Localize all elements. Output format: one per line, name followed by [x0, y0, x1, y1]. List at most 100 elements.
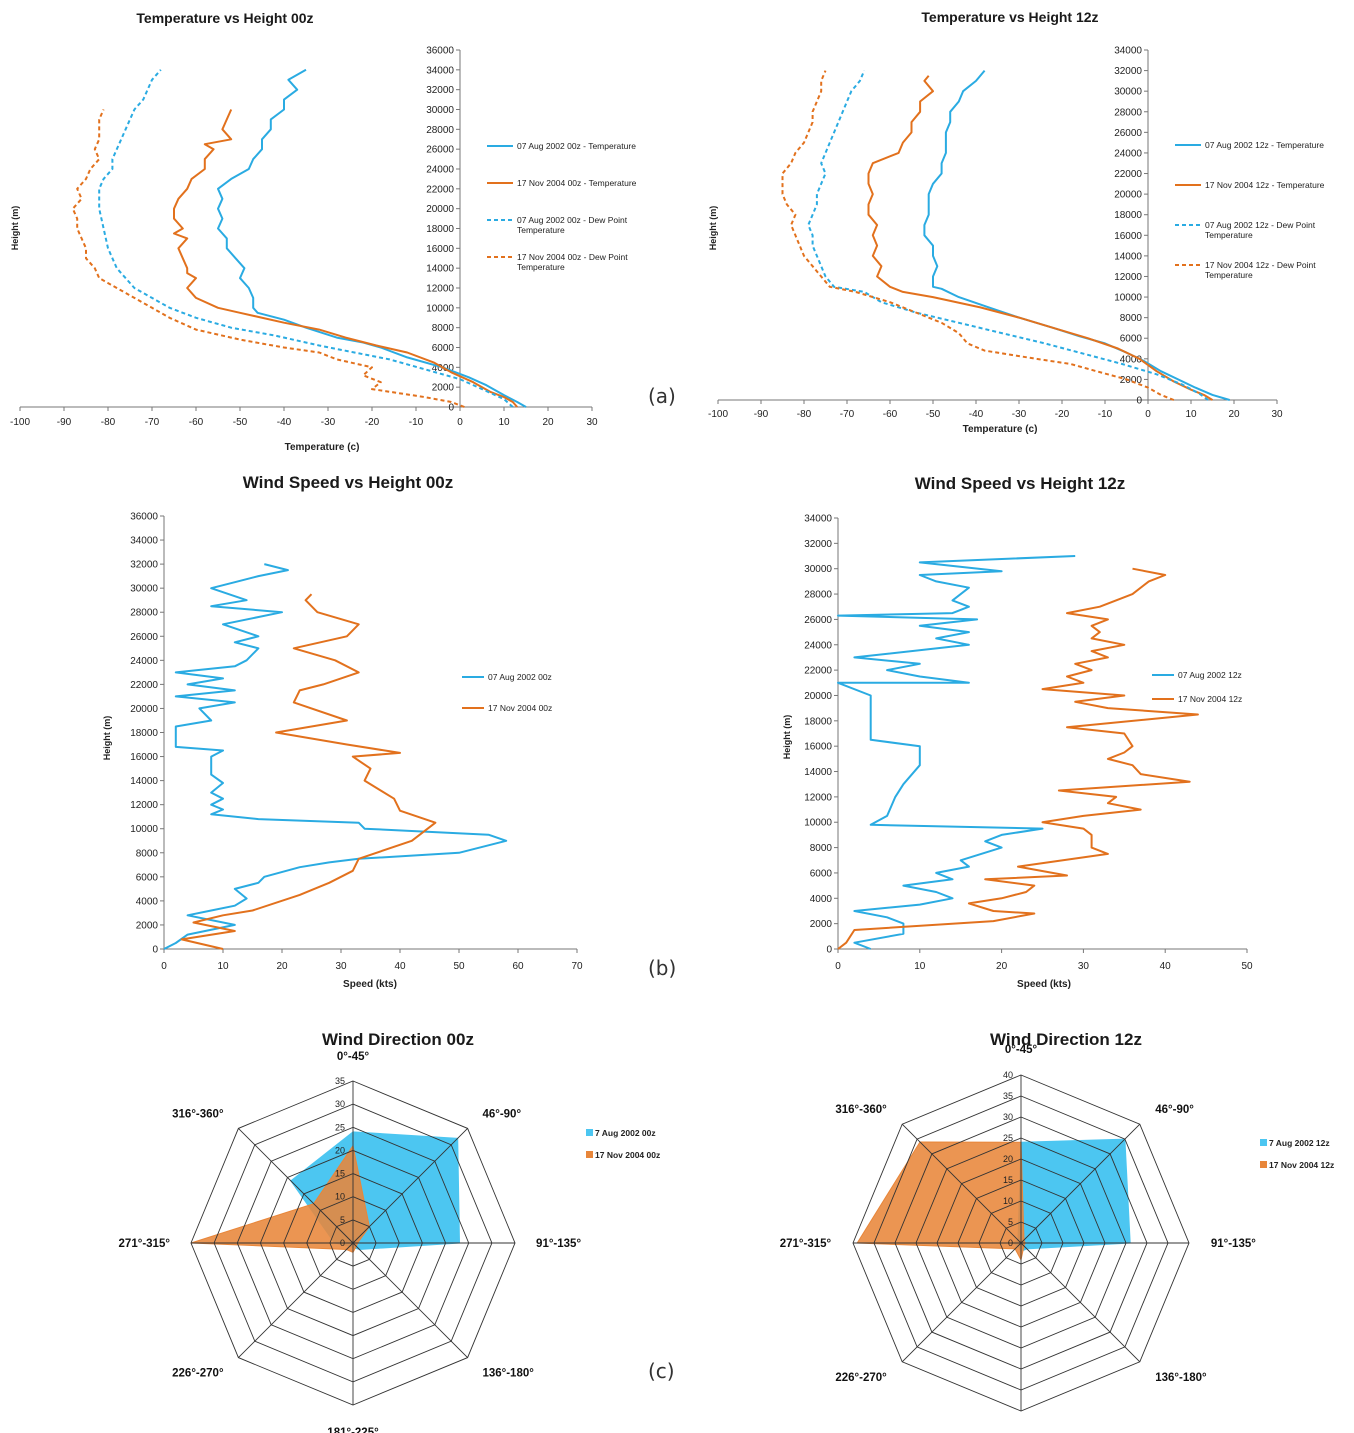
- x-tick-label: -100: [10, 417, 30, 428]
- radar-category-label: 0°-45°: [337, 1051, 370, 1063]
- chart-title: Wind Direction 00z: [322, 1030, 474, 1049]
- radar-category-label: 226°-270°: [172, 1367, 224, 1379]
- y-tick-label: 10000: [130, 824, 158, 835]
- x-tick-label: 60: [512, 961, 524, 972]
- y-tick-label: 28000: [426, 125, 454, 136]
- x-tick-label: -90: [57, 417, 72, 428]
- radar-category-label: 226°-270°: [835, 1372, 887, 1384]
- series-line-3: [781, 70, 1175, 401]
- legend-label-1: 17 Nov 2004 00z - Temperature: [517, 178, 637, 188]
- legend-label-2: 07 Aug 2002 12z - Dew Point Temperature: [1205, 220, 1316, 240]
- y-tick-label: 12000: [426, 284, 454, 295]
- x-tick-label: 30: [335, 961, 347, 972]
- y-tick-label: 10000: [426, 303, 454, 314]
- series-line-0: [837, 555, 1076, 950]
- legend-label-3: 17 Nov 2004 12z - Dew Point Temperature: [1205, 260, 1316, 280]
- y-tick-label: 8000: [1120, 313, 1143, 324]
- y-tick-label: 10000: [1114, 293, 1142, 304]
- y-tick-label: 24000: [130, 656, 158, 667]
- x-tick-label: -40: [969, 409, 984, 420]
- series-line-0: [163, 563, 508, 950]
- y-tick-label: 12000: [1114, 272, 1142, 283]
- radar-tick-label: 5: [1008, 1217, 1013, 1227]
- x-tick-label: 30: [1271, 409, 1283, 420]
- radar-tick-label: 35: [1003, 1091, 1013, 1101]
- y-tick-label: 30000: [426, 105, 454, 116]
- series-line-3: [71, 109, 465, 408]
- radar-category-label: 181°-225°: [327, 1427, 379, 1433]
- x-tick-label: 10: [498, 417, 510, 428]
- radar-category-label: 46°-90°: [1155, 1104, 1194, 1116]
- legend-label-1: 17 Nov 2004 12z: [1269, 1160, 1334, 1170]
- y-tick-label: 18000: [1114, 210, 1142, 221]
- y-tick-label: 14000: [130, 776, 158, 787]
- x-tick-label: 0: [457, 417, 463, 428]
- radar-spoke: [1020, 1123, 1141, 1244]
- chart-title: Temperature vs Height 12z: [921, 9, 1098, 25]
- y-tick-label: 2000: [810, 919, 833, 930]
- x-tick-label: -30: [321, 417, 336, 428]
- radar-category-label: 46°-90°: [482, 1109, 521, 1121]
- y-tick-label: 2000: [1120, 375, 1143, 386]
- y-tick-label: 16000: [1114, 231, 1142, 242]
- x-axis-label: Temperature (c): [285, 442, 360, 453]
- y-tick-label: 24000: [1114, 148, 1142, 159]
- y-tick-label: 6000: [432, 343, 455, 354]
- y-tick-label: 6000: [810, 868, 833, 879]
- legend-label-1: 17 Nov 2004 12z - Temperature: [1205, 180, 1325, 190]
- y-tick-label: 6000: [1120, 334, 1143, 345]
- y-tick-label: 20000: [804, 691, 832, 702]
- legend-label-1: 17 Nov 2004 00z: [488, 703, 552, 713]
- x-tick-label: -50: [926, 409, 941, 420]
- y-tick-label: 22000: [1114, 169, 1142, 180]
- x-tick-label: 40: [1160, 961, 1172, 972]
- y-tick-label: 16000: [804, 742, 832, 753]
- radar-tick-label: 25: [335, 1122, 345, 1132]
- y-tick-label: 22000: [804, 666, 832, 677]
- y-tick-label: 0: [152, 945, 158, 956]
- y-tick-label: 8000: [432, 323, 455, 334]
- radar-spoke: [901, 1242, 1022, 1363]
- y-tick-label: 30000: [804, 564, 832, 575]
- y-tick-label: 34000: [130, 536, 158, 547]
- x-tick-label: 10: [217, 961, 229, 972]
- y-tick-label: 26000: [426, 145, 454, 156]
- x-tick-label: -20: [1055, 409, 1070, 420]
- panel-label-a: (a): [648, 384, 676, 408]
- x-axis-label: Speed (kts): [1017, 979, 1071, 990]
- x-tick-label: -90: [754, 409, 769, 420]
- x-tick-label: -30: [1012, 409, 1027, 420]
- radar-tick-label: 35: [335, 1076, 345, 1086]
- radar-category-label: 0°-45°: [1005, 1044, 1038, 1056]
- series-line-1: [180, 593, 437, 950]
- series-line-1: [173, 109, 518, 408]
- legend-swatch-0: [1260, 1139, 1267, 1146]
- radar-tick-label: 10: [335, 1192, 345, 1202]
- radar-tick-label: 0: [1008, 1238, 1013, 1248]
- y-tick-label: 28000: [1114, 107, 1142, 118]
- legend-label-1: 17 Nov 2004 00z: [595, 1150, 660, 1160]
- radar-category-label: 136°-180°: [1155, 1372, 1207, 1384]
- x-tick-label: 0: [835, 961, 841, 972]
- y-tick-label: 18000: [804, 716, 832, 727]
- x-tick-label: -40: [277, 417, 292, 428]
- x-tick-label: 0: [1145, 409, 1151, 420]
- y-tick-label: 26000: [1114, 128, 1142, 139]
- y-tick-label: 14000: [1114, 251, 1142, 262]
- x-tick-label: 20: [542, 417, 554, 428]
- x-tick-label: -80: [101, 417, 116, 428]
- radar-tick-label: 20: [335, 1145, 345, 1155]
- radar-spoke: [901, 1123, 1022, 1244]
- radar-category-label: 91°-135°: [1211, 1238, 1256, 1250]
- x-tick-label: -70: [840, 409, 855, 420]
- y-tick-label: 34000: [1114, 46, 1142, 57]
- y-tick-label: 4000: [1120, 354, 1143, 365]
- y-tick-label: 22000: [130, 680, 158, 691]
- series-line-0: [923, 69, 1230, 401]
- y-tick-label: 22000: [426, 184, 454, 195]
- x-tick-label: 0: [161, 961, 167, 972]
- line-chart-3: Wind Speed vs Height 12z 0 10 20 30 40 50 0 2000…: [782, 474, 1253, 990]
- radar-tick-label: 25: [1003, 1133, 1013, 1143]
- y-tick-label: 32000: [1114, 66, 1142, 77]
